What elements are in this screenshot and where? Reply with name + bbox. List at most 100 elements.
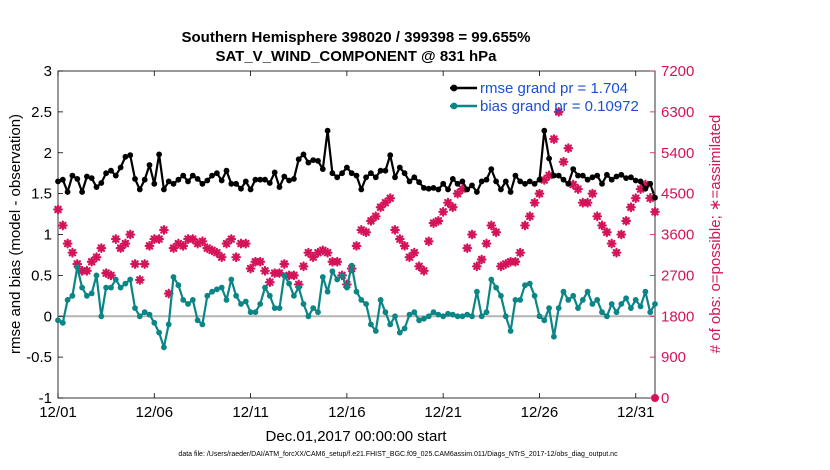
bias-point: [185, 301, 191, 307]
obs-marker: [481, 238, 492, 249]
rmse-point: [411, 174, 418, 181]
rmse-point: [363, 174, 369, 181]
bias-point: [286, 280, 292, 287]
obs-marker: [438, 206, 449, 217]
rmse-point: [575, 172, 581, 179]
bias-point: [613, 309, 620, 316]
bias-point: [98, 313, 105, 320]
x-axis: 12/01 12/06 12/11 12/16 12/21 12/26 12/31: [39, 71, 655, 421]
rmse-point: [64, 189, 71, 195]
rmse-point: [112, 172, 119, 179]
bias-point: [348, 262, 355, 269]
y2-axis-label: # of obs: o=possible; ∗=assimilated: [707, 115, 724, 354]
bias-point: [401, 325, 408, 332]
obs-marker: [606, 238, 617, 249]
rmse-point: [329, 170, 336, 177]
rmse-point: [276, 184, 283, 191]
obs-marker: [274, 268, 285, 279]
bias-point: [305, 313, 312, 320]
bias-point: [209, 288, 216, 295]
x-tick-label: 12/06: [136, 404, 174, 421]
bias-point: [358, 297, 365, 303]
rmse-point: [310, 157, 317, 164]
y-tick-label: 1.5: [31, 186, 52, 203]
obs-marker: [231, 252, 242, 263]
bias-point: [291, 292, 297, 299]
bias-point: [252, 309, 259, 316]
obs-marker: [399, 240, 410, 251]
bias-point: [74, 264, 81, 271]
obs-marker: [630, 193, 641, 204]
rmse-point: [257, 176, 264, 183]
bias-point: [262, 284, 268, 291]
y-tick-label: 2: [44, 145, 52, 162]
bias-point: [281, 272, 288, 279]
rmse-point: [372, 174, 379, 181]
bias-point: [170, 274, 177, 280]
rmse-point: [291, 176, 297, 182]
obs-marker: [611, 247, 622, 258]
obs-marker: [106, 270, 116, 281]
bias-point: [498, 292, 504, 299]
obs-marker: [361, 227, 372, 238]
rmse-point: [233, 180, 240, 187]
obs-marker: [563, 143, 574, 154]
bias-point: [377, 297, 384, 303]
bias-point: [372, 328, 379, 334]
rmse-point: [517, 178, 524, 185]
obs-marker: [524, 211, 535, 222]
rmse-point: [199, 180, 206, 187]
rmse-point: [421, 185, 427, 191]
rmse-point: [59, 176, 66, 183]
bias-point: [396, 329, 403, 336]
bias-point: [584, 288, 591, 295]
y-axis-label: rmse and bias (model - observation): [7, 114, 24, 354]
y-tick-label: 0: [44, 308, 52, 325]
bias-point: [300, 301, 307, 307]
rmse-point: [604, 171, 610, 178]
obs-marker: [125, 229, 136, 240]
bias-point: [647, 309, 654, 316]
rmse-point: [353, 172, 360, 179]
rmse-point: [175, 176, 182, 183]
rmse-point: [526, 178, 533, 185]
rmse-point: [493, 178, 499, 185]
rmse-point: [387, 152, 394, 159]
bias-point: [175, 282, 182, 289]
bias-point: [84, 292, 90, 299]
rmse-point: [531, 180, 538, 187]
obs-marker: [462, 243, 473, 254]
bias-point: [223, 297, 230, 303]
rmse-point: [242, 178, 249, 185]
obs-marker: [419, 265, 429, 276]
rmse-point: [628, 174, 634, 181]
y-axis-left: -1 -0.5 0 0.5 1 1.5 2 2.5 3: [26, 63, 63, 407]
bias-point: [165, 321, 172, 328]
bias-point: [642, 288, 649, 295]
obs-markers: [53, 106, 660, 402]
bias-point: [55, 317, 61, 324]
bias-point: [464, 311, 471, 318]
rmse-point: [108, 167, 114, 174]
rmse-point: [637, 178, 644, 185]
rmse-point: [319, 166, 326, 173]
bias-point: [474, 288, 480, 295]
rmse-point: [430, 185, 437, 191]
bias-point: [324, 288, 331, 295]
rmse-point: [632, 177, 639, 184]
bias-point: [108, 284, 114, 291]
y-tick-label: 3: [44, 63, 52, 80]
bias-point: [445, 310, 451, 317]
obs-marker: [308, 252, 319, 263]
bias-point: [469, 313, 475, 320]
obs-marker: [447, 202, 458, 213]
bias-point: [652, 301, 658, 307]
bias-point: [551, 333, 557, 340]
bias-point: [295, 284, 302, 291]
rmse-point: [194, 176, 201, 182]
bias-point: [242, 298, 249, 305]
bias-point: [276, 305, 283, 311]
bias-point: [575, 305, 581, 311]
rmse-point: [623, 175, 629, 182]
obs-marker: [197, 236, 208, 247]
